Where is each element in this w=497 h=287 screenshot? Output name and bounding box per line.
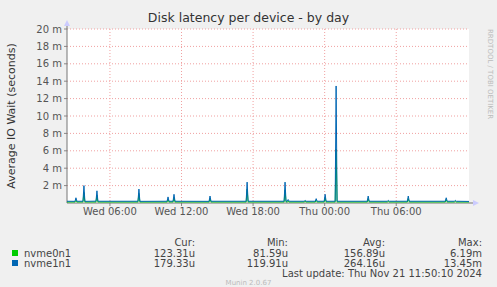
background bbox=[0, 0, 497, 287]
title: Disk latency per device - by day bbox=[148, 10, 350, 25]
x-tick-label: Wed 18:00 bbox=[226, 206, 280, 217]
y-tick-label: 16 m bbox=[36, 58, 62, 69]
grid-line bbox=[67, 150, 469, 151]
legend-label: nvme1n1 bbox=[24, 258, 71, 269]
y-tick-label: 12 m bbox=[36, 93, 62, 104]
chart: Disk latency per device - by day Average … bbox=[0, 0, 497, 287]
stats-header: Max: bbox=[458, 237, 482, 248]
grid-line bbox=[67, 98, 469, 99]
y-tick-label: 6 m bbox=[43, 145, 62, 156]
stats-header: Cur: bbox=[174, 237, 195, 248]
x-tick-label: Wed 12:00 bbox=[155, 206, 209, 217]
y-tick-label: 10 m bbox=[36, 111, 62, 122]
x-tick-label: Wed 06:00 bbox=[83, 206, 137, 217]
grid-line bbox=[181, 29, 182, 203]
legend-swatch bbox=[12, 250, 18, 256]
grid-line bbox=[67, 185, 469, 186]
grid-line bbox=[67, 81, 469, 82]
y-tick-label: 8 m bbox=[43, 128, 62, 139]
axis-arrow bbox=[473, 200, 479, 206]
y-tick-label: 18 m bbox=[36, 41, 62, 52]
stats-header: Avg: bbox=[363, 237, 385, 248]
stats-header: Min: bbox=[267, 237, 288, 248]
last-update: Last update: Thu Nov 21 11:50:10 2024 bbox=[282, 268, 482, 279]
y-axis-label: Average IO Wait (seconds) bbox=[5, 43, 18, 188]
grid-line bbox=[67, 133, 469, 134]
y-tick-label: 4 m bbox=[43, 163, 62, 174]
legend-swatch bbox=[12, 260, 18, 266]
grid-line bbox=[67, 46, 469, 47]
axis-arrow bbox=[64, 20, 70, 26]
footer: Munin 2.0.67 bbox=[226, 279, 272, 287]
grid-line bbox=[67, 116, 469, 117]
grid-line bbox=[253, 29, 254, 203]
stats-value: 179.33u bbox=[154, 258, 195, 269]
y-tick-label: 20 m bbox=[36, 24, 62, 35]
x-axis bbox=[67, 203, 473, 204]
x-tick-label: Thu 00:00 bbox=[298, 206, 350, 217]
plot-area bbox=[67, 29, 469, 203]
grid-line bbox=[67, 63, 469, 64]
y-axis bbox=[67, 25, 68, 203]
series-line bbox=[67, 149, 469, 202]
grid-line bbox=[324, 29, 325, 203]
y-tick-label: 2 m bbox=[43, 180, 62, 191]
grid-line bbox=[67, 29, 469, 30]
grid-line bbox=[396, 29, 397, 203]
x-tick-label: Thu 06:00 bbox=[370, 206, 422, 217]
y-tick-label: 14 m bbox=[36, 76, 62, 87]
watermark: RRDTOOL / TOBI OETIKER bbox=[486, 29, 494, 119]
grid-line bbox=[67, 168, 469, 169]
series-group bbox=[67, 86, 469, 202]
grid-line bbox=[109, 29, 110, 203]
series-line bbox=[67, 86, 469, 201]
